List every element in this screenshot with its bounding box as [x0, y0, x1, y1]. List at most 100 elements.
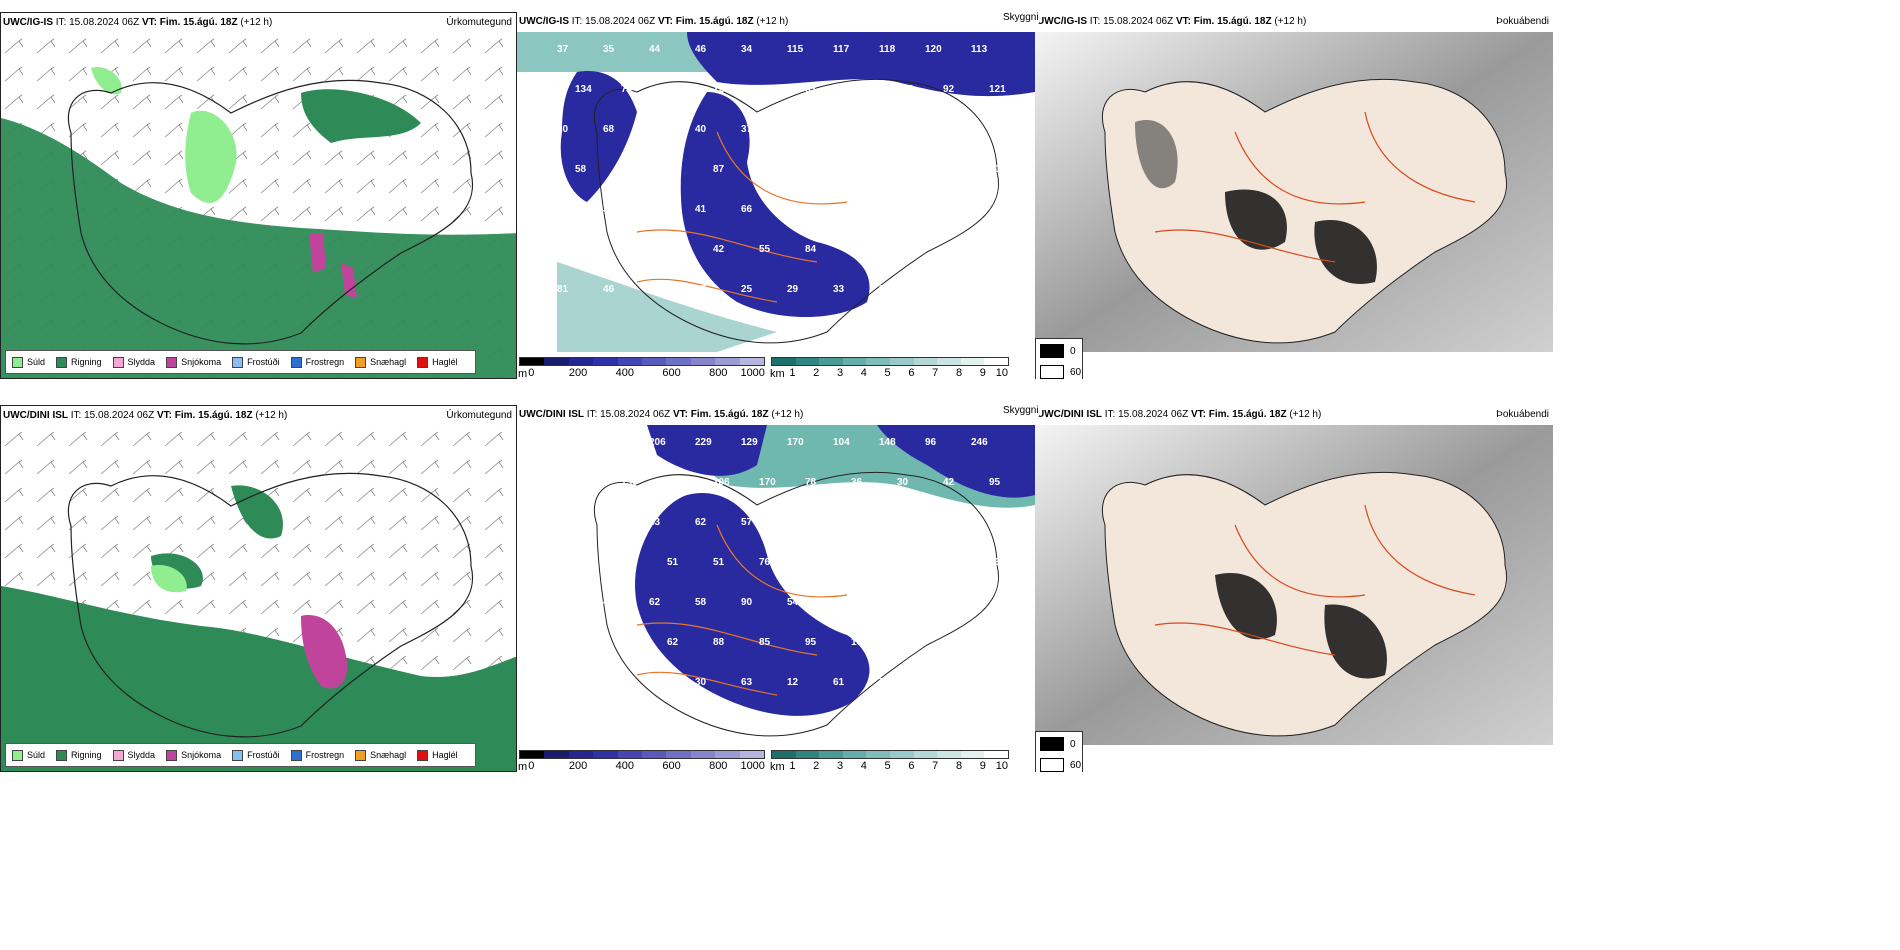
ceiling-value: 53 — [989, 557, 1001, 568]
ceiling-value: 60 — [649, 284, 661, 295]
ceiling-value: 121 — [989, 84, 1006, 95]
ceiling-value: 96 — [925, 437, 937, 448]
colorbar-step — [842, 751, 867, 758]
ceiling-value: 233 — [603, 437, 620, 448]
ceiling-value: 43 — [557, 597, 569, 608]
low-ceiling-area — [560, 71, 637, 203]
ceiling-value: 31 — [557, 677, 569, 688]
ceiling-value: 25 — [741, 284, 753, 295]
fog-area — [1135, 120, 1178, 189]
ceiling-value: 115 — [787, 44, 804, 55]
row2-visibility-panel: UWC/DINI ISL IT: 15.08.2024 06Z VT: Fim.… — [517, 405, 1035, 772]
legend-item: Snæhagl — [355, 356, 406, 368]
ceiling-value: 61 — [971, 284, 983, 295]
ceiling-value: 85 — [759, 637, 771, 648]
ceiling-colorbar: m 0 200 400 600 800 1000 — [518, 357, 765, 379]
colorbar-step — [937, 751, 961, 758]
low-visibility-area — [557, 262, 777, 352]
ceiling-value: 95 — [805, 637, 817, 648]
ceiling-value: 61 — [557, 517, 569, 528]
ceiling-value: 57 — [879, 124, 891, 135]
ceiling-value: 49 — [603, 517, 615, 528]
ceiling-value: 44 — [649, 44, 661, 55]
panel-type-label: Úrkomutegund — [446, 17, 512, 28]
ceiling-value: 206 — [649, 437, 666, 448]
ceiling-value: 67 — [925, 124, 937, 135]
ceiling-value: 66 — [741, 204, 753, 215]
ceiling-value: 106 — [713, 477, 730, 488]
ceiling-value: 118 — [879, 44, 896, 55]
ceiling-value: 103 — [943, 164, 960, 175]
ceiling-value: 46 — [667, 244, 679, 255]
ceiling-value: 57 — [787, 204, 799, 215]
ceiling-value: 30 — [695, 677, 707, 688]
ceiling-value: 35 — [603, 204, 615, 215]
ceiling-value: 33 — [833, 284, 845, 295]
colorbar-step — [544, 751, 569, 758]
colorbar-step — [715, 358, 740, 365]
precip-legend: Súld Rigning Slydda Snjókoma Frostúði Fr… — [5, 350, 476, 374]
colorbar-step — [690, 751, 716, 758]
colorbar-step — [715, 751, 740, 758]
row1-fog-panel: UWC/IG-IS IT: 15.08.2024 06Z VT: Fim. 15… — [1035, 12, 1553, 379]
ceiling-value: 43 — [649, 517, 661, 528]
rain-area — [151, 485, 283, 589]
colorbar-step — [795, 358, 820, 365]
ceiling-value: 42 — [897, 557, 909, 568]
ceiling-value: 104 — [833, 437, 850, 448]
ceiling-labels: 918 233 206 229 129 170 104 148 96 246 134 150 175 10… — [557, 437, 1001, 688]
ceiling-value: 61 — [833, 677, 845, 688]
ceiling-value: 84 — [805, 244, 817, 255]
fog-area — [1215, 573, 1387, 679]
ceiling-value: 43 — [851, 244, 863, 255]
ceiling-value: 112 — [851, 84, 868, 95]
ceiling-value: 76 — [759, 557, 771, 568]
ceiling-value: 67 — [943, 244, 955, 255]
ceiling-value: 98 — [759, 84, 771, 95]
colorbar-ticks: 0 200 400 600 800 1000 — [528, 367, 765, 379]
ceiling-value: 45 — [897, 244, 909, 255]
ceiling-value: 57 — [943, 637, 955, 648]
colorbar-step — [960, 751, 985, 758]
snow-area — [301, 615, 348, 689]
ceiling-value: 41 — [695, 204, 707, 215]
ceiling-value: 49 — [787, 124, 799, 135]
ceiling-value: 918 — [557, 437, 574, 448]
fog-legend: 0 60 — [1035, 731, 1083, 772]
colorbar-step — [960, 358, 985, 365]
ceiling-value: 46 — [897, 637, 909, 648]
colorbar-step — [642, 751, 667, 758]
ceiling-value: 90 — [879, 284, 891, 295]
ceiling-value: 175 — [667, 477, 684, 488]
ceiling-value: 46 — [833, 204, 845, 215]
colorbar-step — [842, 358, 867, 365]
drizzle-area — [185, 110, 237, 203]
colorbar-step — [739, 358, 765, 365]
ceiling-value: 29 — [787, 284, 799, 295]
ceiling-value: 45 — [897, 164, 909, 175]
ceiling-value: 59 — [575, 557, 587, 568]
legend-item: Rigning — [56, 356, 102, 368]
ceiling-value: 108 — [851, 637, 868, 648]
row1-visibility-panel: UWC/IG-IS IT: 15.08.2024 06Z VT: Fim. 15… — [517, 12, 1035, 379]
ceiling-value: 58 — [989, 244, 1001, 255]
ceiling-value: 46 — [695, 44, 707, 55]
colorbar-step — [889, 751, 914, 758]
ceiling-value: 69 — [851, 164, 863, 175]
legend-item: Haglél — [417, 749, 458, 761]
ceiling-value: 36 — [575, 637, 587, 648]
legend-item: Frostregn — [290, 749, 344, 761]
ceiling-value: 54 — [925, 597, 937, 608]
colorbar-step — [889, 358, 914, 365]
ceiling-value: 58 — [621, 637, 633, 648]
ceiling-value: 51 — [667, 557, 679, 568]
ceiling-value: 49 — [833, 597, 845, 608]
ceiling-value: 45 — [833, 124, 845, 135]
colorbar-step — [617, 751, 643, 758]
low-ceiling-area — [877, 425, 1035, 498]
ceiling-value: 68 — [603, 124, 615, 135]
coastline — [593, 471, 999, 737]
colorbar-step — [984, 358, 1008, 365]
legend-item: Rigning — [56, 749, 102, 761]
roads — [1154, 504, 1476, 656]
